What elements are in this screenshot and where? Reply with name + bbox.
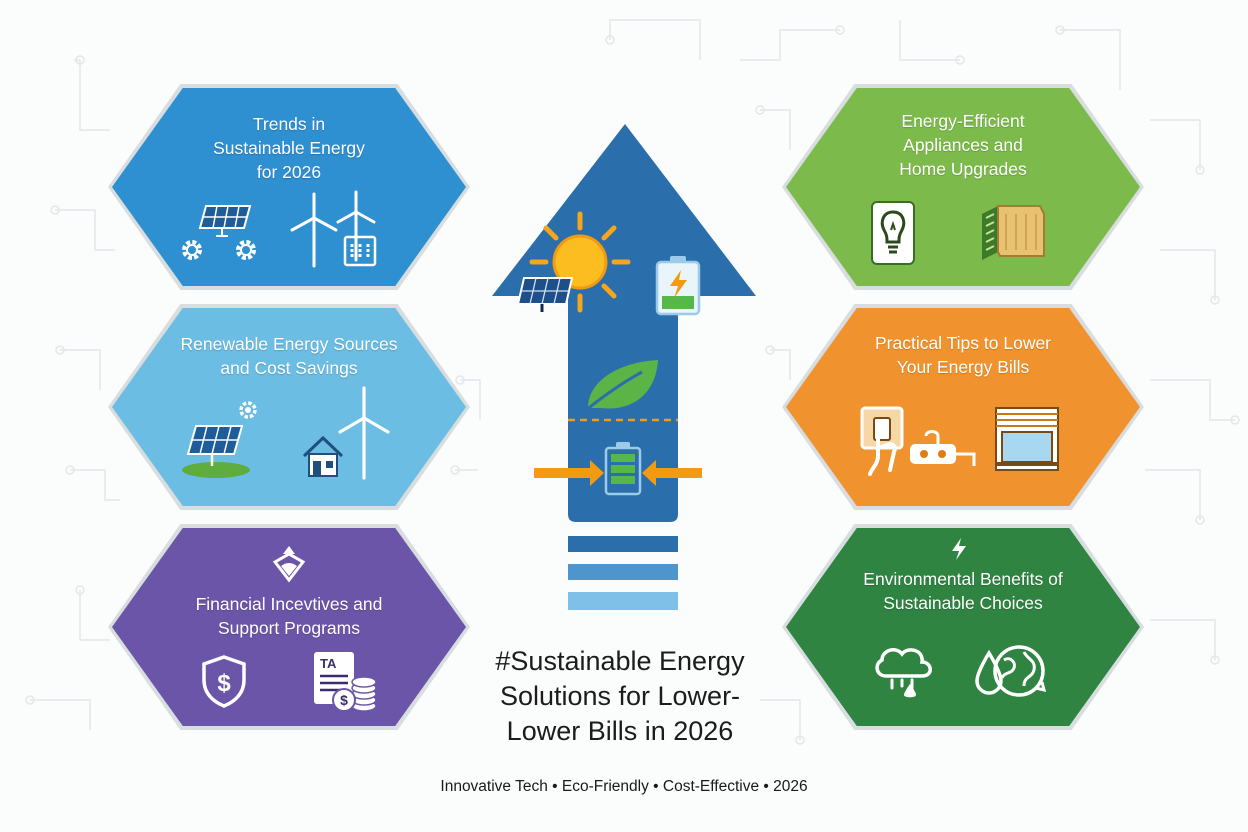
panel-financial-fill [112,528,466,726]
gear-icon [182,240,202,260]
panel-trends-fill [112,88,466,286]
globe-recycle-icon [993,645,1047,697]
panel-trends-title-line: for 2026 [256,162,322,182]
diamond-badge-icon [272,546,306,583]
compress-arrows-icon [534,460,702,486]
panel-tips-title: Practical Tips to Lower Your Energy Bill… [827,331,1099,379]
svg-text:$: $ [340,692,348,708]
insulation-icon [982,205,1045,260]
panel-tips-title-line: Your Energy Bills [896,357,1030,377]
house-icon [302,435,344,477]
battery-icon [604,442,642,496]
panel-appliances-title-line: Energy-Efficient [901,111,1025,131]
shield-dollar-icon: $ [202,655,246,708]
panel-trends: Trends in Sustainable Energy for 2026 [108,84,470,290]
panel-appliances-fill [786,88,1140,286]
arrow-body [492,124,756,522]
panel-environmental-title-line: Environmental Benefits of [863,569,1063,589]
panel-trends-title-line: Trends in [252,114,326,134]
gear-icon [239,401,257,419]
lightbulb-icon [871,201,915,265]
panel-trends-title-line: Sustainable Energy [213,138,365,158]
panel-renewable-fill [112,308,466,506]
panel-trends-title: Trends in Sustainable Energy for 2026 [178,112,400,184]
panel-appliances-title: Energy-Efficient Appliances and Home Upg… [852,109,1074,181]
panel-appliances-title-line: Appliances and [903,135,1023,155]
solar-panel-icon [198,205,252,237]
panel-environmental: Environmental Benefits of Sustainable Ch… [782,524,1144,730]
panel-environmental-title: Environmental Benefits of Sustainable Ch… [822,567,1104,615]
water-drop-icon [975,649,1003,695]
panel-financial-title-line: Financial Incevtives and [195,594,383,614]
solar-panel-icon [182,425,250,478]
panel-tips-fill [786,308,1140,506]
panel-appliances: Energy-Efficient Appliances and Home Upg… [782,84,1144,290]
panel-financial-title: Financial Incevtives and Support Program… [148,592,430,640]
central-arrow [492,124,756,610]
battery-charging-icon [655,256,701,316]
panel-tips-title-line: Practical Tips to Lower [874,333,1052,353]
cloud-rain-icon [875,648,932,698]
panel-financial-title-line: Support Programs [217,618,360,638]
panel-renewable: Renewable Energy Sources and Cost Saving… [108,304,470,510]
footer-tagline: Innovative Tech • Eco-Friendly • Cost-Ef… [440,778,808,795]
panel-renewable-title-line: Renewable Energy Sources [180,334,398,354]
panel-appliances-title-line: Home Upgrades [899,159,1027,179]
panel-environmental-title-line: Sustainable Choices [883,593,1043,613]
panel-financial: Financial Incevtives and Support Program… [108,524,470,730]
wind-turbine-icon [290,190,376,268]
tax-label: TA [320,656,337,671]
panel-renewable-title: Renewable Energy Sources and Cost Saving… [148,332,430,380]
hand-switch-icon [860,406,904,476]
center-title-line: Lower Bills in 2026 [506,716,734,746]
power-strip-icon [910,430,976,466]
arrow-stripe [568,564,678,580]
coins-icon: $ [332,676,377,712]
panel-environmental-fill [786,528,1140,726]
center-title-line: Solutions for Lower- [499,681,741,711]
svg-text:$: $ [217,670,231,697]
center-title-line: #Sustainable Energy [495,646,745,676]
panel-tips: Practical Tips to Lower Your Energy Bill… [782,304,1144,510]
wind-turbine-icon [338,386,390,480]
arrow-stripe [568,536,678,552]
panel-renewable-title-line: and Cost Savings [220,358,358,378]
leaf-icon [585,360,658,412]
arrow-stripe [568,592,678,610]
solar-panel-icon [516,277,574,312]
lightning-icon [952,538,966,560]
building-icon [343,235,377,267]
gear-icon [236,240,256,260]
center-title: #Sustainable Energy Solutions for Lower-… [440,644,800,749]
window-icon [995,407,1059,471]
